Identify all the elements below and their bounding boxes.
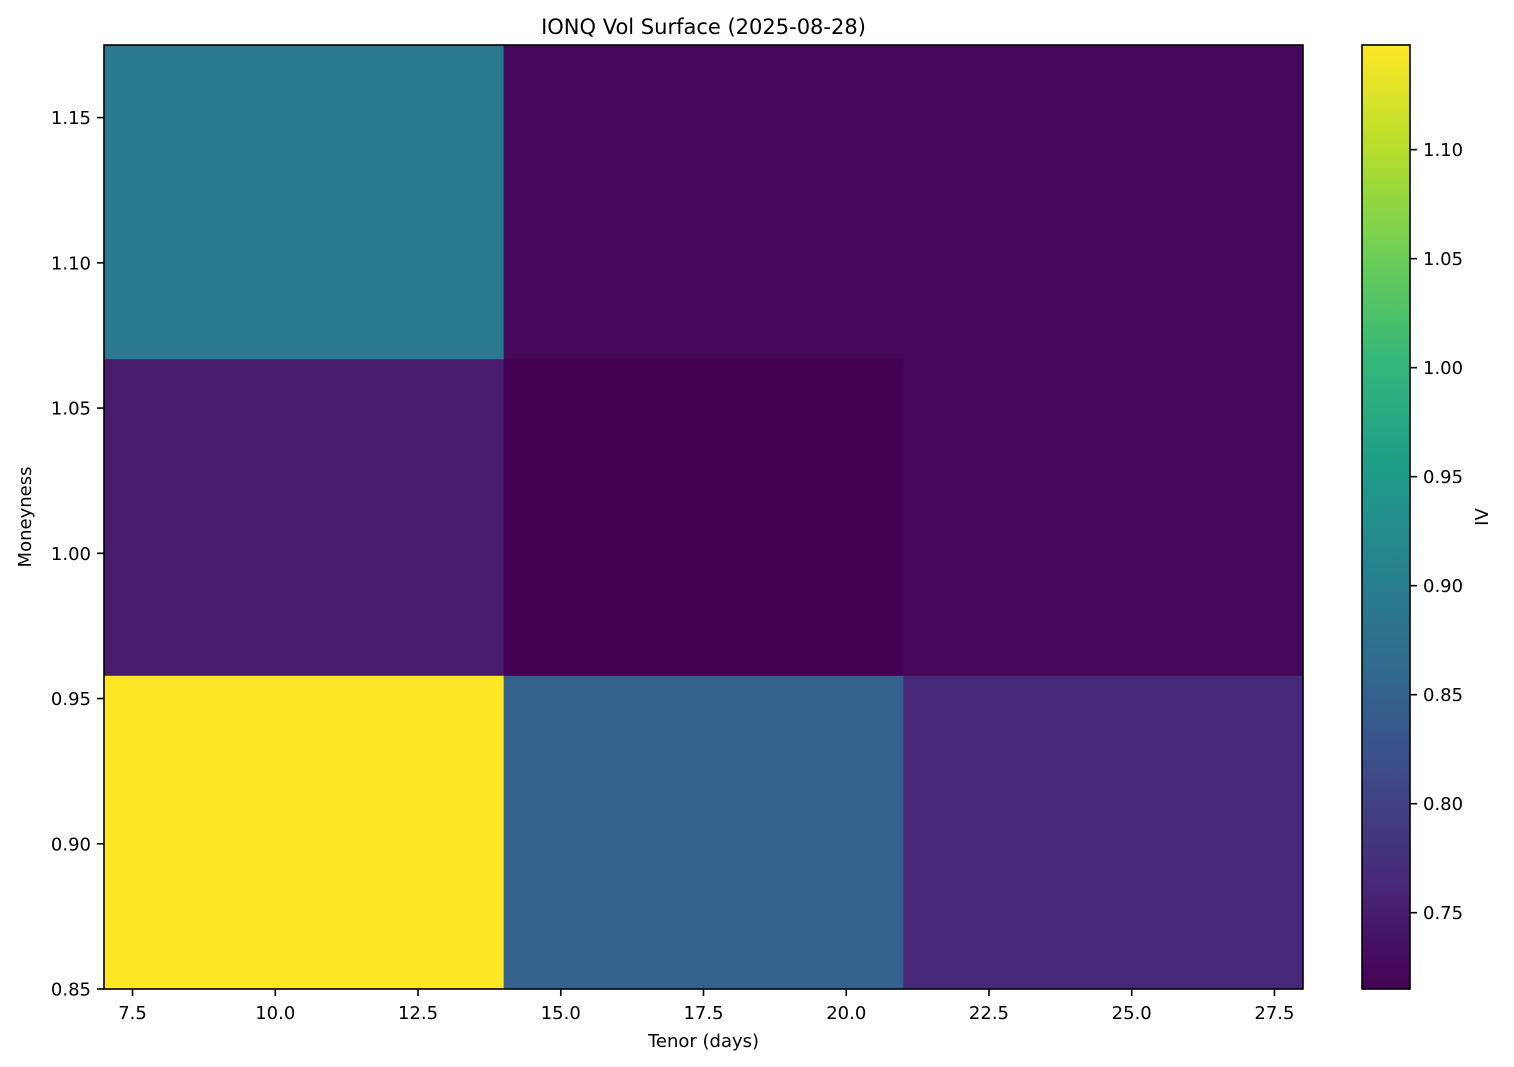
heatmap-cells — [104, 45, 1304, 990]
x-tick-label: 12.5 — [398, 1003, 438, 1024]
x-tick-label: 27.5 — [1254, 1003, 1294, 1024]
x-tick-label: 7.5 — [118, 1003, 147, 1024]
heatmap-cell — [104, 675, 505, 990]
colorbar-tick-label: 1.00 — [1423, 358, 1463, 379]
x-tick-label: 25.0 — [1112, 1003, 1152, 1024]
colorbar-label: IV — [1472, 508, 1493, 526]
colorbar-tick-label: 1.10 — [1423, 140, 1463, 161]
colorbar-frame — [1361, 44, 1411, 990]
x-axis-label: Tenor (days) — [647, 1031, 759, 1052]
heatmap-cell — [903, 675, 1304, 990]
heatmap-cell — [104, 45, 505, 360]
colorbar-tick-label: 0.75 — [1423, 903, 1463, 924]
colorbar-ticks: 0.75 0.80 0.85 0.90 0.95 1.00 1.05 1.10 — [1410, 140, 1463, 924]
heatmap-cell — [503, 358, 904, 676]
heatmap-cell — [104, 358, 505, 676]
chart-title: IONQ Vol Surface (2025-08-28) — [541, 15, 866, 39]
heatmap-cell — [903, 45, 1304, 360]
y-tick-label: 1.00 — [51, 544, 91, 565]
x-tick-label: 10.0 — [255, 1003, 295, 1024]
y-axis-ticks: 0.85 0.90 0.95 1.00 1.05 1.10 1.15 — [51, 108, 104, 1001]
y-tick-label: 1.15 — [51, 108, 91, 129]
y-tick-label: 0.95 — [51, 689, 91, 710]
y-tick-label: 1.10 — [51, 253, 91, 274]
x-axis-ticks: 7.5 10.0 12.5 15.0 17.5 20.0 22.5 25.0 27.5 — [118, 989, 1294, 1024]
colorbar-tick-label: 0.90 — [1423, 576, 1463, 597]
heatmap-cell — [503, 45, 904, 360]
x-tick-label: 15.0 — [541, 1003, 581, 1024]
heatmap-cell — [903, 358, 1304, 676]
colorbar-tick-label: 1.05 — [1423, 249, 1463, 270]
y-tick-label: 0.90 — [51, 834, 91, 855]
y-axis-label: Moneyness — [15, 467, 36, 568]
heatmap-cell — [503, 675, 904, 990]
x-tick-label: 17.5 — [683, 1003, 723, 1024]
colorbar — [1362, 45, 1410, 989]
colorbar-tick-label: 0.85 — [1423, 685, 1463, 706]
colorbar-tick-label: 0.95 — [1423, 467, 1463, 488]
y-tick-label: 0.85 — [51, 980, 91, 1001]
y-tick-label: 1.05 — [51, 399, 91, 420]
x-tick-label: 22.5 — [969, 1003, 1009, 1024]
colorbar-tick-label: 0.80 — [1423, 794, 1463, 815]
x-tick-label: 20.0 — [826, 1003, 866, 1024]
